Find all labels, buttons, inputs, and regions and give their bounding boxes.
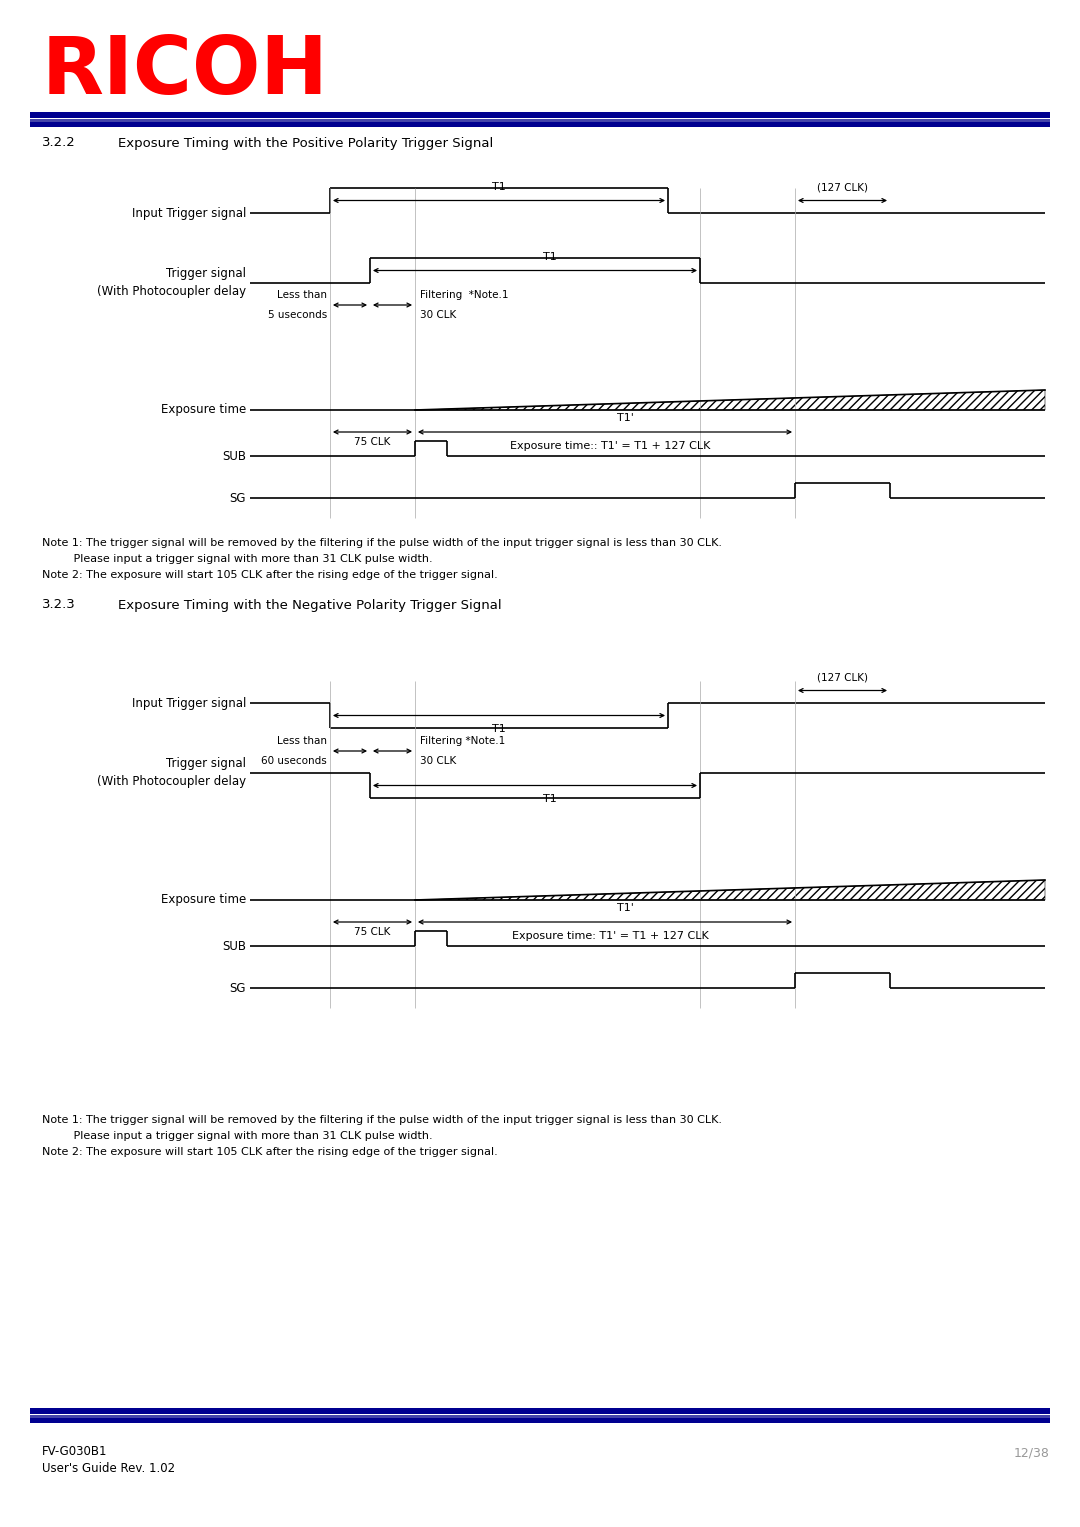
Text: 30 CLK: 30 CLK <box>420 756 456 767</box>
Text: (127 CLK): (127 CLK) <box>816 183 868 192</box>
Bar <box>30 1416 1050 1417</box>
Text: SG: SG <box>229 492 246 504</box>
Text: User's Guide Rev. 1.02: User's Guide Rev. 1.02 <box>42 1461 175 1475</box>
Text: SUB: SUB <box>222 939 246 953</box>
Text: Note 1: The trigger signal will be removed by the filtering if the pulse width o: Note 1: The trigger signal will be remov… <box>42 538 723 548</box>
Text: 3.2.3: 3.2.3 <box>42 599 76 611</box>
Text: RICOH: RICOH <box>42 34 328 111</box>
Text: SG: SG <box>229 982 246 994</box>
Text: 75 CLK: 75 CLK <box>354 927 391 938</box>
Text: T1: T1 <box>543 252 557 263</box>
Bar <box>30 119 1050 122</box>
Text: Trigger signal: Trigger signal <box>166 267 246 281</box>
Text: 75 CLK: 75 CLK <box>354 437 391 447</box>
Text: 60 useconds: 60 useconds <box>261 756 327 767</box>
Bar <box>30 1408 1050 1414</box>
Text: T1': T1' <box>617 902 634 913</box>
Polygon shape <box>415 389 1045 411</box>
Text: Filtering  *Note.1: Filtering *Note.1 <box>420 290 509 299</box>
Text: Exposure time: Exposure time <box>161 403 246 417</box>
Text: 12/38: 12/38 <box>1014 1446 1050 1460</box>
Text: 30 CLK: 30 CLK <box>420 310 456 321</box>
Text: Please input a trigger signal with more than 31 CLK pulse width.: Please input a trigger signal with more … <box>42 1132 433 1141</box>
Text: Filtering *Note.1: Filtering *Note.1 <box>420 736 505 747</box>
Text: 5 useconds: 5 useconds <box>268 310 327 321</box>
Bar <box>30 1419 1050 1423</box>
Text: Less than: Less than <box>276 736 327 747</box>
Text: Less than: Less than <box>276 290 327 299</box>
Text: Please input a trigger signal with more than 31 CLK pulse width.: Please input a trigger signal with more … <box>42 554 433 563</box>
Polygon shape <box>415 880 1045 899</box>
Text: T1: T1 <box>492 183 505 192</box>
Text: T1: T1 <box>543 794 557 803</box>
Bar <box>30 111 1050 118</box>
Text: 3.2.2: 3.2.2 <box>42 136 76 150</box>
Text: (With Photocoupler delay: (With Photocoupler delay <box>97 284 246 298</box>
Text: Input Trigger signal: Input Trigger signal <box>132 696 246 710</box>
Text: Note 2: The exposure will start 105 CLK after the rising edge of the trigger sig: Note 2: The exposure will start 105 CLK … <box>42 1147 498 1157</box>
Text: Note 1: The trigger signal will be removed by the filtering if the pulse width o: Note 1: The trigger signal will be remov… <box>42 1115 723 1125</box>
Text: Trigger signal: Trigger signal <box>166 757 246 771</box>
Text: T1': T1' <box>617 412 634 423</box>
Text: Note 2: The exposure will start 105 CLK after the rising edge of the trigger sig: Note 2: The exposure will start 105 CLK … <box>42 570 498 580</box>
Text: Exposure time:: T1' = T1 + 127 CLK: Exposure time:: T1' = T1 + 127 CLK <box>510 441 711 450</box>
Bar <box>30 122 1050 127</box>
Text: Exposure Timing with the Negative Polarity Trigger Signal: Exposure Timing with the Negative Polari… <box>118 599 501 611</box>
Text: SUB: SUB <box>222 449 246 463</box>
Text: Input Trigger signal: Input Trigger signal <box>132 206 246 220</box>
Text: Exposure time: Exposure time <box>161 893 246 907</box>
Text: T1: T1 <box>492 724 505 733</box>
Text: Exposure time: T1' = T1 + 127 CLK: Exposure time: T1' = T1 + 127 CLK <box>512 931 708 941</box>
Text: Exposure Timing with the Positive Polarity Trigger Signal: Exposure Timing with the Positive Polari… <box>118 136 494 150</box>
Text: (With Photocoupler delay: (With Photocoupler delay <box>97 774 246 788</box>
Text: FV-G030B1: FV-G030B1 <box>42 1445 108 1458</box>
Text: (127 CLK): (127 CLK) <box>816 672 868 683</box>
